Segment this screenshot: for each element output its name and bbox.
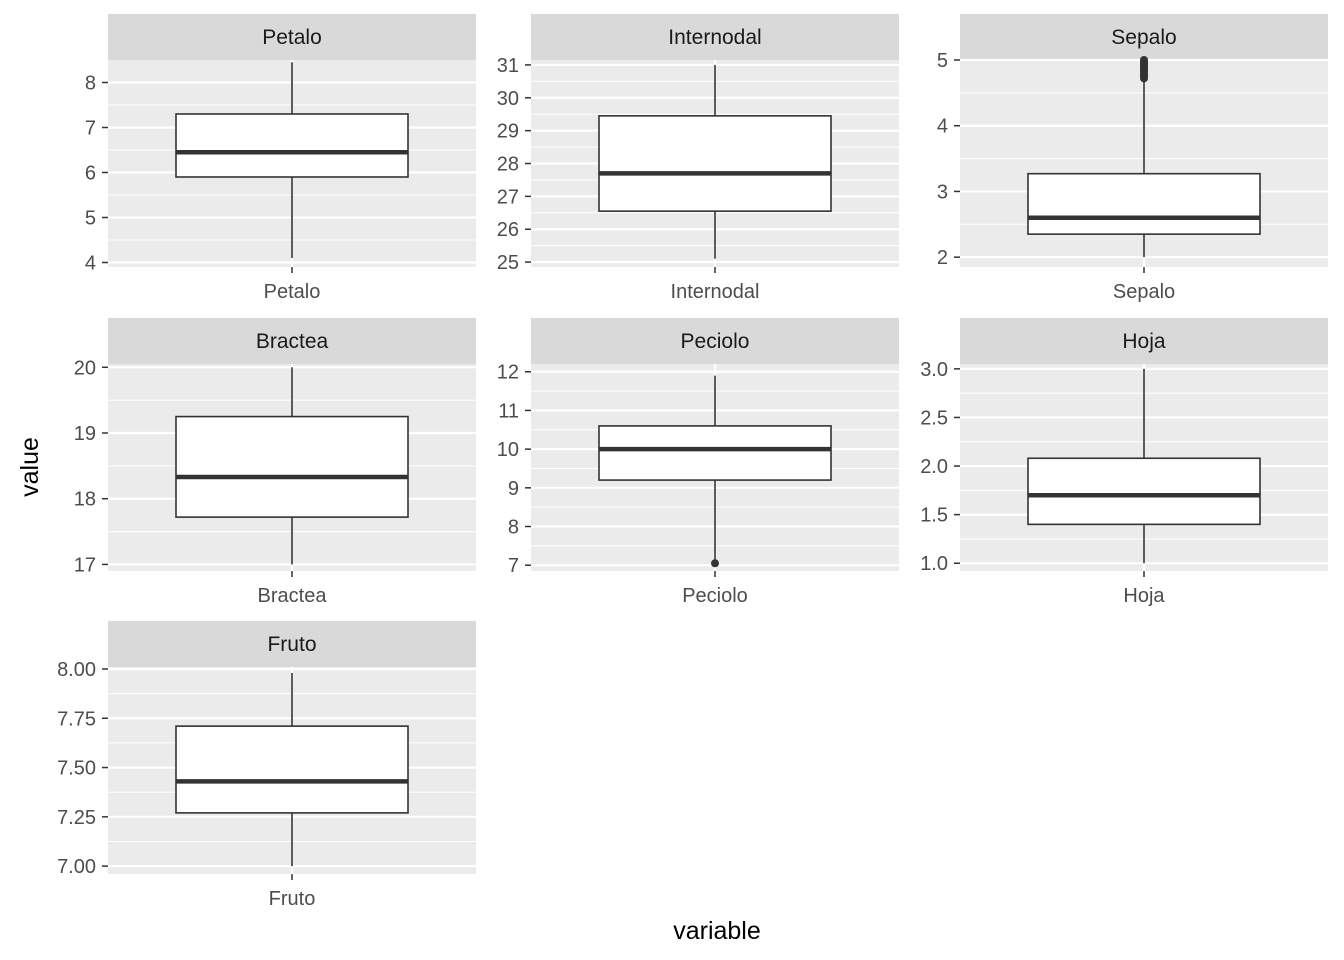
y-tick-label: 4 <box>937 116 948 138</box>
y-tick-label: 7 <box>508 555 519 577</box>
y-tick-label: 6 <box>85 163 96 185</box>
facet-peciolo: Peciolo 7 8 9 10 11 12 Peciolo <box>497 318 899 607</box>
iqr-box <box>175 725 409 814</box>
iqr-box <box>1027 172 1261 235</box>
facet-strip <box>108 621 476 667</box>
y-tick-label: 30 <box>497 88 519 110</box>
y-tick-label: 8.00 <box>57 659 96 681</box>
iqr-box <box>598 115 832 212</box>
facet-title: Bractea <box>256 330 329 353</box>
y-tick-label: 3 <box>937 181 948 203</box>
y-tick-label: 20 <box>74 357 96 379</box>
facet-strip <box>108 318 476 364</box>
y-tick-label: 29 <box>497 121 519 143</box>
facet-strip <box>531 14 899 60</box>
y-tick-label: 7.25 <box>57 807 96 829</box>
iqr-box <box>175 113 409 178</box>
facet-strip <box>108 14 476 60</box>
facet-panels: Petalo45678PetaloInternodal2526272829303… <box>57 14 1328 910</box>
x-tick-label: Sepalo <box>1113 281 1175 303</box>
y-tick-label: 7.00 <box>57 856 96 878</box>
y-tick-label: 10 <box>497 439 519 461</box>
facet-hoja: Hoja 1.0 1.5 2.0 2.5 3.0 Hoja <box>920 318 1328 607</box>
y-tick-label: 7 <box>85 118 96 140</box>
y-tick-label: 7.75 <box>57 708 96 730</box>
y-tick-label: 28 <box>497 154 519 176</box>
y-tick-label: 17 <box>74 554 96 576</box>
x-tick-label: Peciolo <box>682 585 748 607</box>
y-tick-label: 26 <box>497 219 519 241</box>
y-tick-label: 11 <box>498 400 519 422</box>
outlier-point <box>1140 56 1148 64</box>
y-tick-label: 19 <box>74 423 96 445</box>
y-tick-label: 27 <box>497 186 519 208</box>
y-tick-label: 25 <box>497 252 519 274</box>
facet-strip <box>960 318 1328 364</box>
y-tick-label: 9 <box>508 478 519 500</box>
y-tick-label: 8 <box>508 517 519 539</box>
y-tick-label: 4 <box>85 253 96 275</box>
y-tick-label: 5 <box>937 50 948 72</box>
x-tick-label: Fruto <box>269 888 316 910</box>
y-tick-label: 18 <box>74 489 96 511</box>
facet-bractea: Bractea 17 18 19 20 Bractea <box>74 318 476 607</box>
facet-strip <box>531 318 899 364</box>
y-tick-label: 8 <box>85 73 96 95</box>
y-tick-label: 2.0 <box>920 456 948 478</box>
facet-title: Sepalo <box>1111 26 1176 49</box>
y-tick-label: 12 <box>497 362 519 384</box>
facet-petalo: Petalo 4 5 6 7 8 Petalo <box>85 14 476 303</box>
x-axis-title: variable <box>673 917 761 945</box>
iqr-box <box>598 425 832 481</box>
facet-sepalo: Sepalo 2 3 4 5 Sepalo <box>937 14 1328 303</box>
x-tick-label: Petalo <box>264 281 321 303</box>
y-tick-label: 1.0 <box>920 553 948 575</box>
facet-title: Internodal <box>668 26 761 49</box>
y-axis-title: value <box>16 437 44 497</box>
x-tick-label: Hoja <box>1123 585 1165 607</box>
y-tick-label: 3.0 <box>920 359 948 381</box>
y-tick-label: 2 <box>937 247 948 269</box>
iqr-box <box>1027 457 1261 526</box>
y-tick-label: 2.5 <box>920 407 948 429</box>
facet-fruto: Fruto 7.00 7.25 7.50 7.75 8.00 Fruto <box>57 621 476 910</box>
facet-title: Petalo <box>262 26 322 49</box>
iqr-box <box>175 415 409 518</box>
y-tick-label: 31 <box>497 55 519 77</box>
facet-internodal: Internodal 25 26 27 28 29 30 31 Internodal <box>497 14 899 303</box>
facet-title: Hoja <box>1122 330 1166 353</box>
facet-title: Fruto <box>267 633 316 656</box>
y-tick-label: 1.5 <box>920 505 948 527</box>
x-tick-label: Internodal <box>671 281 760 303</box>
y-tick-label: 5 <box>85 208 96 230</box>
x-tick-label: Bractea <box>258 585 328 607</box>
outlier-point <box>711 559 719 568</box>
y-tick-label: 7.50 <box>57 758 96 780</box>
facet-strip <box>960 14 1328 60</box>
facet-title: Peciolo <box>681 330 750 353</box>
